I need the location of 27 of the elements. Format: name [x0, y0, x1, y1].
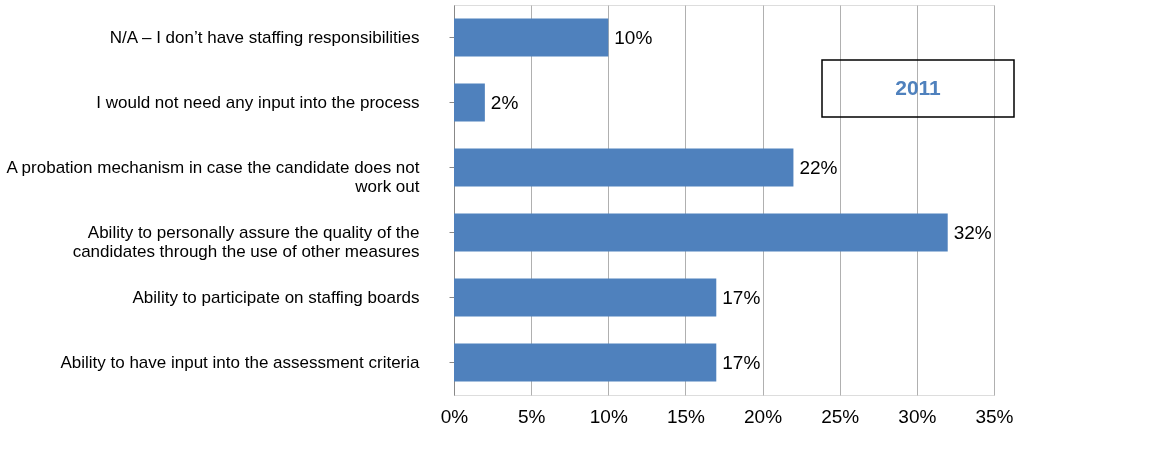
y-tick-label: A probation mechanism in case the candidate does not work out	[6, 157, 420, 196]
data-label: 32%	[953, 221, 992, 243]
x-tick-label: 30%	[898, 405, 937, 427]
x-tick-label: 0%	[440, 405, 469, 427]
y-tick-label: Ability to have input into the assessment criteria	[60, 352, 421, 372]
data-label: 17%	[722, 351, 761, 373]
bar	[454, 213, 948, 252]
x-tick-label: 35%	[975, 405, 1014, 427]
data-label: 2%	[490, 91, 519, 113]
data-label: 10%	[614, 26, 653, 48]
annotation: 2011	[895, 76, 942, 99]
bar	[454, 148, 794, 187]
y-tick-label: Ability to participate on staffing boards	[132, 287, 420, 307]
bar	[454, 343, 717, 382]
x-tick-label: 25%	[821, 405, 860, 427]
x-tick-label: 15%	[666, 405, 706, 427]
y-tick-label: I would not need any input into the process	[96, 92, 420, 112]
y-tick-label: Ability to personally assure the quality of the candidates through the use of other measures	[72, 222, 420, 261]
bar	[454, 18, 609, 57]
bar	[454, 83, 485, 122]
x-tick-label: 20%	[744, 405, 783, 427]
y-tick-label: N/A – I don’t have staffing responsibilities	[109, 27, 420, 47]
data-label: 22%	[799, 156, 838, 178]
data-label: 17%	[722, 286, 761, 308]
x-tick-label: 5%	[517, 405, 546, 427]
bar	[454, 278, 717, 317]
x-tick-label: 10%	[589, 405, 628, 427]
